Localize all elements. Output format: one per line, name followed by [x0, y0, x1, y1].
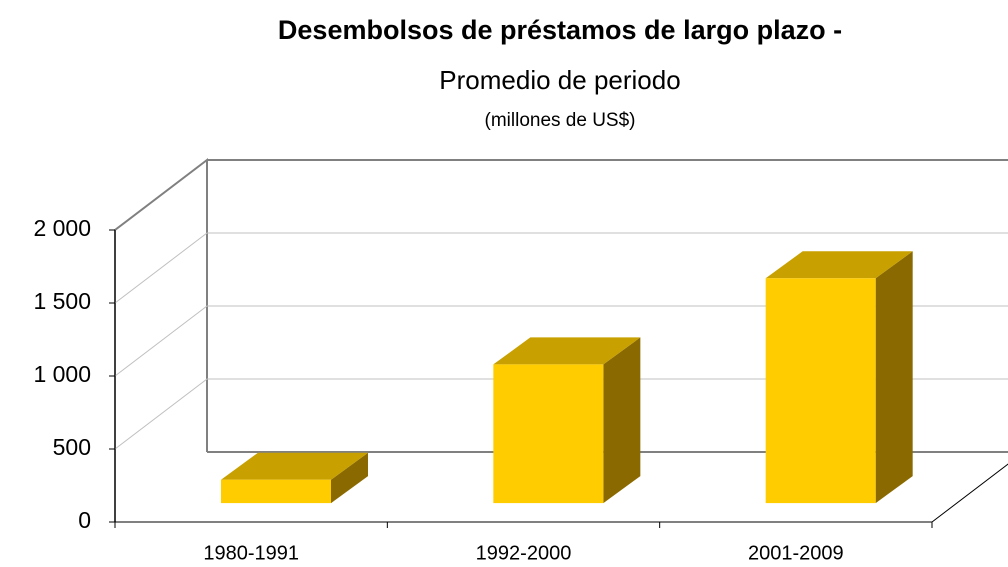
bar	[221, 479, 332, 504]
chart-note: (millones de US$)	[485, 110, 636, 131]
grid-line	[114, 232, 1008, 304]
bar-side	[603, 337, 641, 504]
bar-side	[331, 452, 369, 504]
bar-side	[875, 251, 913, 504]
chart-subtitle: Promedio de periodo	[439, 65, 680, 95]
y-tick-label: 1 000	[33, 361, 91, 387]
chart-title: Desembolsos de préstamos de largo plazo …	[278, 15, 842, 45]
grid-line	[114, 305, 1008, 377]
bar	[493, 364, 604, 504]
y-tick-label: 1 500	[33, 288, 91, 314]
x-tick-label: 1992-2000	[476, 542, 572, 564]
x-tick-label: 2001-2009	[748, 542, 844, 564]
bar-top	[493, 337, 641, 365]
grid-line	[114, 378, 1008, 450]
x-tick-label: 1980-1991	[203, 542, 299, 564]
y-tick-label: 0	[78, 507, 91, 533]
bar	[765, 278, 876, 504]
bar-top	[765, 251, 913, 279]
y-tick-label: 2 000	[33, 215, 91, 241]
bar-top	[221, 452, 369, 480]
y-tick-label: 500	[53, 434, 91, 460]
